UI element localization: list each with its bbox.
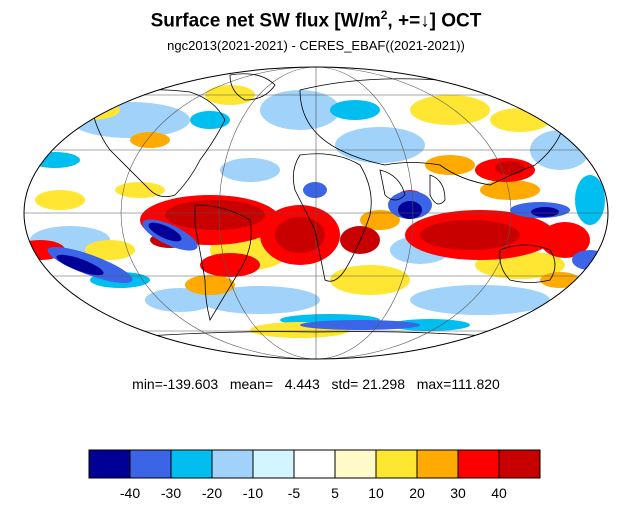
colorbar-swatch [252,449,295,479]
colorbar-label: -40 [120,485,140,501]
stat-max: 111.820 [451,376,500,392]
anomaly-orange [130,132,580,295]
colorbar-label: 40 [491,485,507,501]
colorbar-label: -20 [202,485,222,501]
title-superscript: 2 [380,8,388,22]
stat-std: 21.298 [362,376,406,392]
graticule [24,67,608,359]
title-main: Surface net SW flux [W/m [150,10,381,32]
plot-subtitle: ngc2013(2021-2021) - CERES_EBAF((2021-20… [167,38,465,53]
colorbar-label: -30 [161,485,181,501]
colorbar-label: 30 [450,485,466,501]
anomaly-dark-red [150,161,525,254]
colorbar-swatch [334,449,377,479]
colorbar-label: 5 [331,485,339,501]
title-rest: , +=↓] OCT [387,10,482,32]
colorbar-label: -5 [288,485,301,501]
colorbar-label: 20 [409,485,425,501]
stat-max-label: max= [416,376,452,392]
colorbar-label: -10 [243,485,263,501]
statistics-line: min=-139.603 mean= 4.443 std= 21.298 max… [0,376,632,392]
stat-mean: 4.443 [284,376,320,392]
colorbar-swatch [457,449,500,479]
colorbar-swatch [293,449,336,479]
anomaly-dark-blue [56,201,559,276]
colorbar-swatch [498,449,541,479]
colorbar-swatch [375,449,418,479]
stat-min: -139.603 [162,376,219,392]
stat-std-label: std= [331,376,359,392]
anomaly-light-blue [30,90,590,315]
stat-min-label: min= [132,376,163,392]
plot-title: Surface net SW flux [W/m2, +=↓] OCT [0,8,632,32]
colorbar-swatch [211,449,254,479]
colorbar-swatch [88,449,131,479]
colorbar-swatch [170,449,213,479]
colorbar-label: 10 [368,485,384,501]
colorbar-swatch [416,449,459,479]
globe-outline [23,66,609,360]
colorbar-swatch [129,449,172,479]
stat-mean-label: mean= [229,376,274,392]
